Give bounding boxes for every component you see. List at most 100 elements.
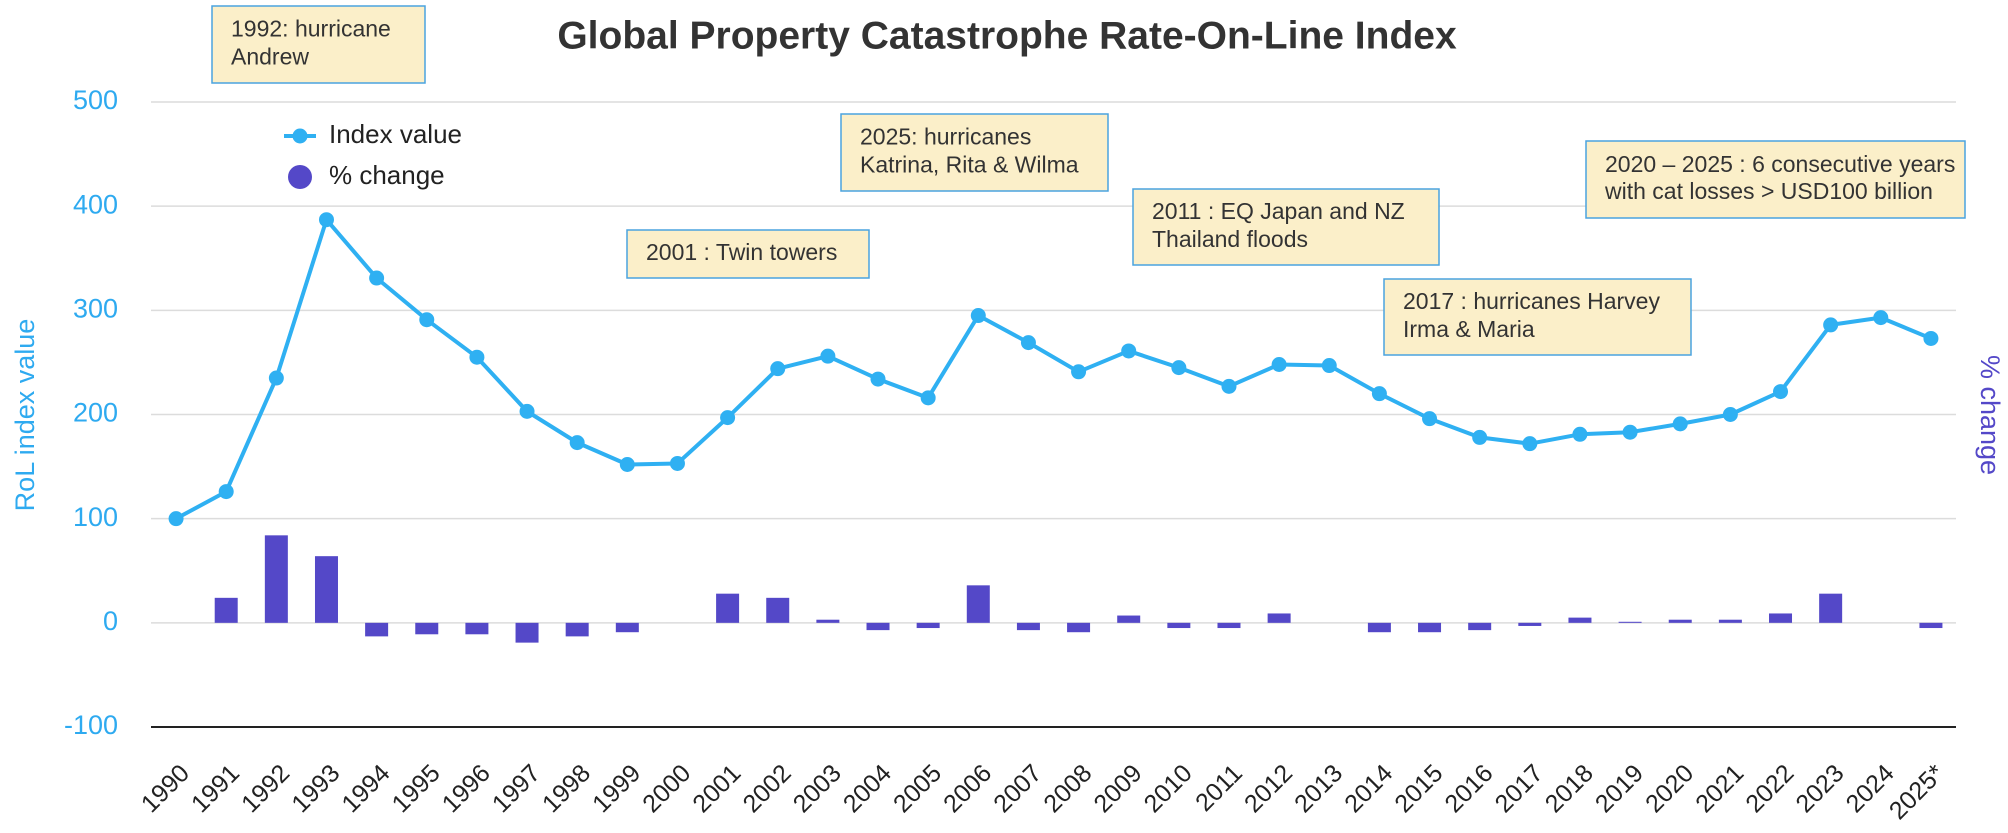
annotation-text: 2017 : hurricanes Harvey [1403, 288, 1660, 314]
bar [314, 556, 338, 623]
point [419, 312, 435, 328]
point [1271, 357, 1287, 372]
point [1773, 384, 1789, 400]
point [1923, 330, 1939, 346]
bar [1067, 622, 1091, 633]
legend-swatch [288, 165, 312, 189]
x-tick-label: 2001 [687, 759, 746, 818]
bar [1518, 622, 1542, 626]
x-tick-label: 2003 [788, 759, 847, 818]
point [569, 435, 585, 451]
point [669, 455, 685, 471]
y-axis-title: RoL index value [10, 319, 40, 512]
bar [1769, 613, 1793, 623]
annotation-text: with cat losses > USD100 billion [1604, 178, 1933, 204]
annotation-text: 2001 : Twin towers [646, 239, 837, 265]
x-tick-label: 2011 [1190, 759, 1248, 817]
annotation-box [211, 5, 426, 84]
x-tick-label: 1993 [286, 759, 345, 818]
point [369, 270, 385, 286]
point [1020, 335, 1036, 351]
x-tick-label: 1998 [537, 759, 596, 818]
y-tick-label: -100 [64, 710, 118, 740]
point [970, 308, 986, 324]
y-tick-label: 200 [73, 398, 118, 428]
x-tick-label: 1994 [336, 759, 395, 818]
annotation-text: 2025: hurricanes [860, 124, 1031, 150]
y-tick-label: 400 [73, 189, 118, 219]
point [519, 403, 535, 419]
bar [615, 622, 639, 633]
annotation-box [1132, 188, 1440, 266]
point [1672, 416, 1688, 432]
point [920, 390, 936, 406]
x-tick-label: 2025* [1884, 759, 1950, 825]
point [469, 349, 485, 365]
point [1823, 317, 1839, 333]
chart-title: Global Property Catastrophe Rate-On-Line… [557, 14, 1457, 57]
point [1472, 429, 1488, 445]
point [1071, 364, 1087, 380]
legend-swatch [292, 128, 308, 144]
x-tick-label: 2010 [1139, 759, 1198, 818]
annotation-box [840, 113, 1109, 192]
point [1321, 358, 1337, 374]
point [1722, 407, 1738, 422]
point [1572, 426, 1588, 442]
legend-label: % change [329, 160, 445, 190]
annotation-box [626, 229, 870, 279]
y-tick-label: 0 [103, 606, 118, 636]
point [770, 361, 786, 377]
bar [916, 622, 940, 629]
x-tick-label: 2009 [1088, 759, 1147, 818]
point [168, 511, 184, 527]
point [870, 371, 886, 387]
annotation-text: 1992: hurricane [231, 16, 391, 42]
legend-label: Index value [329, 119, 462, 149]
y-tick-label: 100 [73, 502, 118, 532]
bar [214, 597, 238, 623]
point [1522, 436, 1538, 452]
y2-axis-title: % change [1975, 355, 2005, 475]
point [318, 212, 334, 228]
bar [1367, 622, 1391, 633]
annotation-text: 2011 : EQ Japan and NZ [1152, 198, 1405, 224]
x-tick-label: 1995 [387, 759, 446, 818]
bar [1418, 622, 1442, 633]
bar [1568, 617, 1592, 623]
x-tick-label: 2000 [637, 759, 696, 818]
bar [1217, 622, 1241, 629]
point [1171, 360, 1187, 376]
bar [1016, 622, 1040, 631]
x-tick-label: 1999 [587, 759, 646, 818]
point [619, 457, 635, 472]
bar [816, 619, 840, 623]
point [820, 348, 836, 364]
x-tick-label: 2007 [988, 759, 1047, 818]
bar [866, 622, 890, 631]
point [1622, 424, 1638, 440]
point [1221, 378, 1237, 394]
annotation-text: 2020 – 2025 : 6 consecutive years [1605, 151, 1955, 177]
x-tick-label: 1992 [236, 759, 295, 818]
bar [365, 622, 389, 637]
annotation-box [1585, 140, 1966, 219]
bar [415, 622, 439, 635]
x-tick-label: 2020 [1640, 759, 1699, 818]
x-tick-label: 2017 [1490, 759, 1549, 818]
annotation-box [1383, 278, 1692, 356]
y-tick-label: 300 [73, 293, 118, 323]
x-tick-label: 2018 [1540, 759, 1599, 818]
bar [1668, 619, 1692, 623]
y-tick-label: 500 [73, 85, 118, 115]
x-tick-label: 2012 [1239, 759, 1298, 818]
x-tick-label: 2016 [1439, 759, 1498, 818]
x-tick-label: 2005 [888, 759, 947, 818]
annotation-text: Andrew [231, 44, 309, 70]
x-tick-label: 1990 [136, 759, 195, 818]
bar [1117, 615, 1141, 623]
x-tick-label: 1997 [487, 759, 546, 818]
point [1422, 411, 1438, 427]
bar [1267, 613, 1291, 623]
